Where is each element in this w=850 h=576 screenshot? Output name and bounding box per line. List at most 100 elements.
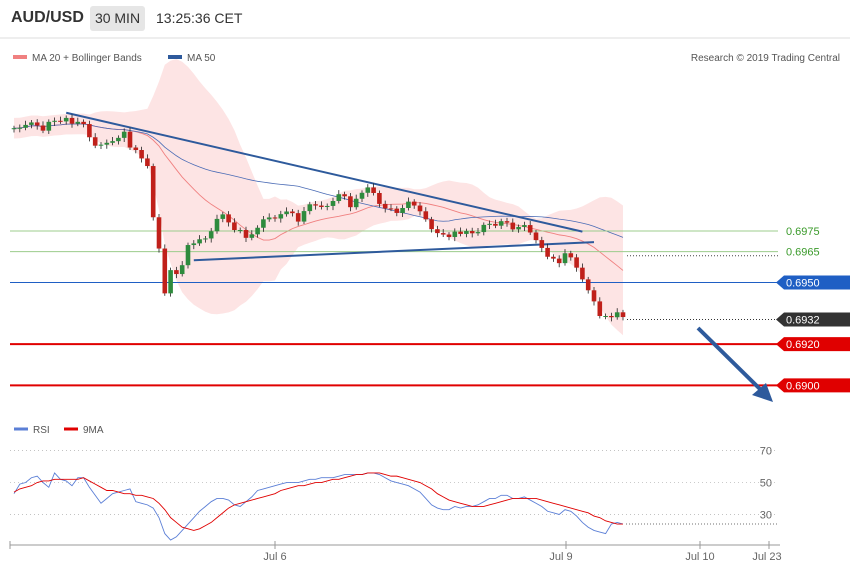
level-label: 0.6900 [786,380,820,392]
candle-body [174,270,179,275]
candle-body [301,211,307,222]
candle-body [29,122,34,125]
candle-body [353,198,359,208]
candle-body [400,208,405,213]
legend-9ma-label: 9MA [83,425,104,436]
trendlines [65,111,773,402]
candle-body [551,256,556,259]
candle-body [98,144,104,146]
candle-body [162,248,168,294]
legend-ma50-label: MA 50 [187,53,216,64]
candle-body [568,253,574,258]
candle-body [319,205,324,207]
candle-body [168,270,173,294]
candle-body [295,213,301,222]
bollinger-bands [14,59,623,336]
candle-body [17,127,23,129]
candle-body [145,158,150,167]
candle-body [208,231,214,239]
level-label: 0.6975 [786,226,820,238]
candle-body [585,279,591,291]
candle-body [69,117,75,124]
rsi-tick-label: 50 [760,478,772,490]
candle-body [34,122,40,126]
candle-body [278,214,284,219]
moving-averages [13,123,624,271]
candle-body [261,219,266,228]
candle-body [510,222,516,230]
candle-body [620,312,626,318]
candle-body [417,205,423,212]
time-tick-label: Jul 10 [685,551,714,563]
candle-body [481,224,487,233]
price-levels [10,230,778,387]
candle-body [475,232,481,234]
candle-body [214,218,220,232]
candle-body [487,223,492,225]
candle-body [458,231,463,234]
candle-body [226,214,231,223]
rsi-ma9-line [13,472,623,531]
candle-body [121,131,127,138]
candle-body [464,231,469,234]
candle-body [232,222,237,231]
candle-body [203,238,208,240]
candle-body [116,137,121,142]
candles [11,114,626,322]
time-tick-label: Jul 6 [263,551,286,563]
candle-body [40,125,46,131]
level-label: 0.6965 [786,247,820,259]
candle-body [127,131,133,148]
candle-body [272,217,278,219]
candle-body [533,232,539,241]
candle-body [197,239,202,244]
candle-body [249,234,255,238]
ma50-line [13,123,624,238]
pivot-tag [776,275,850,290]
candle-body [185,245,191,266]
candle-body [591,290,597,302]
projection-arrow-shaft [696,326,766,395]
legend-rsi-label: RSI [33,425,50,436]
candle-body [133,147,139,150]
main-legend: MA 20 + Bollinger Bands MA 50 [13,53,216,64]
candle-body [411,201,417,206]
candle-body [504,221,510,223]
candle-body [75,121,81,124]
candle-body [243,230,249,238]
candle-body [139,150,144,159]
candle-body [58,120,63,122]
candle-body [452,231,458,238]
candle-body [440,233,446,235]
candle-body [237,230,243,232]
candle-body [377,192,382,204]
candle-body [191,243,197,246]
candle-body [342,194,347,197]
level-label: 0.6920 [786,339,820,351]
candle-body [255,227,260,235]
copyright-label: Research © 2019 Trading Central [691,53,840,64]
candle-body [307,204,313,212]
candle-body [313,204,318,206]
candle-body [11,128,17,130]
candle-body [330,201,336,206]
downtrend-line [65,111,583,233]
candle-body [406,201,411,209]
timeframe-button[interactable]: 30 MIN [90,6,145,31]
candle-body [614,312,620,318]
candle-body [150,166,156,218]
candle-body [359,192,365,199]
candle-body [597,301,603,316]
candle-body [556,258,562,264]
candle-body [104,142,110,145]
level-label: 0.6932 [786,314,820,326]
projection-arrow-head [752,383,773,402]
candle-body [388,208,394,210]
candle-body [87,124,92,138]
timestamp-label: 13:25:36 CET [156,10,243,26]
candle-body [423,211,429,220]
candle-body [562,253,568,264]
candle-body [382,203,388,209]
candle-body [580,267,585,280]
candle-body [371,187,376,193]
